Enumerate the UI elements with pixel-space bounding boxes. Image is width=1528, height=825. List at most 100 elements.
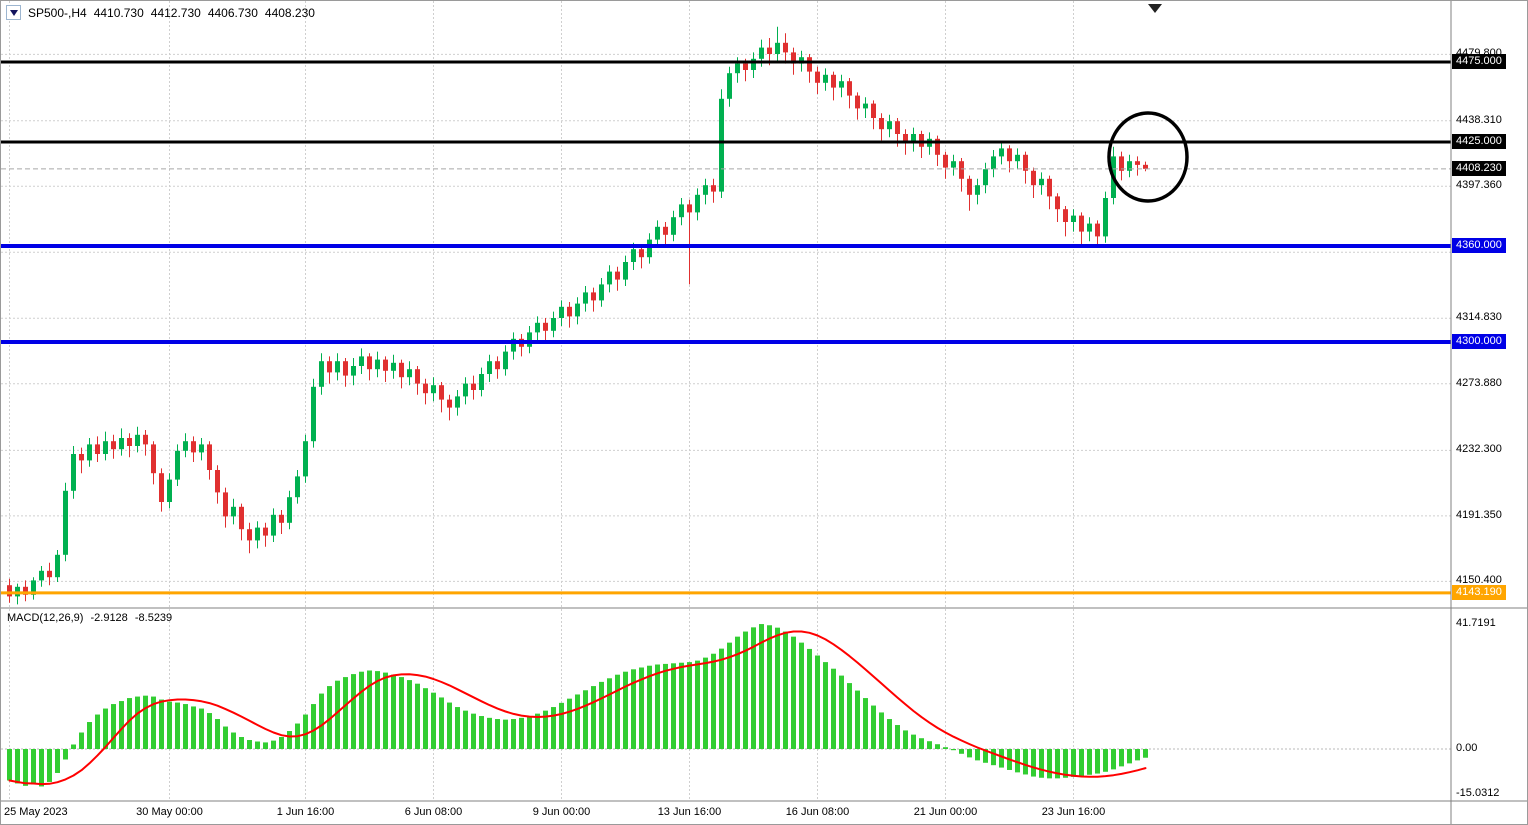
candle-body [391, 362, 396, 371]
macd-bar [959, 749, 964, 754]
candle-body [559, 306, 564, 318]
candle-body [287, 497, 292, 523]
chart-shift-marker-icon[interactable] [1148, 4, 1162, 13]
candle-body [823, 74, 828, 83]
candle-body [159, 473, 164, 502]
candle-body [775, 42, 780, 54]
candle-body [583, 292, 588, 304]
candle-body [415, 369, 420, 384]
time-axis-label: 13 Jun 16:00 [657, 806, 722, 818]
candle-body [47, 570, 52, 578]
candle-body [39, 570, 44, 581]
candle-body [87, 444, 92, 461]
symbol-title: SP500-,H4 [28, 5, 87, 20]
macd-bar [1119, 749, 1124, 767]
candle-body [343, 361, 348, 376]
candle-body [647, 239, 652, 258]
candle-body [567, 306, 572, 317]
macd-bar [567, 698, 572, 749]
candle-body [471, 383, 476, 390]
macd-bar [527, 716, 532, 749]
macd-bar [31, 749, 36, 785]
macd-bar [535, 713, 540, 749]
candle-body [671, 217, 676, 235]
candle-body [967, 178, 972, 195]
ohlc-low: 4406.730 [207, 5, 258, 20]
macd-bar [1079, 749, 1084, 776]
macd-bar [79, 732, 84, 749]
candle-body [1127, 161, 1132, 171]
macd-bar [623, 671, 628, 749]
candle-body [487, 361, 492, 374]
macd-bar [855, 690, 860, 749]
candle-body [407, 369, 412, 378]
candle-body [879, 118, 884, 130]
price-axis[interactable]: 4479.8004438.3104397.3604314.8304273.880… [1451, 1, 1527, 824]
candle-body [1095, 223, 1100, 237]
macd-histogram-layer [7, 624, 1148, 787]
macd-bar [207, 713, 212, 749]
macd-bar [159, 699, 164, 749]
macd-bar [1055, 749, 1060, 779]
macd-bar [895, 725, 900, 749]
macd-bar [479, 716, 484, 749]
macd-bar [831, 668, 836, 749]
price-line-tag: 4360.000 [1452, 238, 1506, 253]
macd-bar [87, 722, 92, 749]
candle-body [695, 194, 700, 213]
symbol-dropdown[interactable] [6, 5, 21, 20]
chart-header: SP500-,H4 4410.730 4412.730 4406.730 440… [6, 5, 315, 20]
macd-bar [991, 749, 996, 766]
candle-body [839, 81, 844, 88]
macd-bar [487, 717, 492, 749]
macd-bar [327, 686, 332, 749]
macd-bar [1143, 749, 1148, 758]
macd-bar [191, 706, 196, 749]
candle-body [759, 47, 764, 59]
candle-body [551, 318, 556, 331]
macd-bar [503, 719, 508, 749]
macd-bar [303, 714, 308, 749]
macd-bar [455, 707, 460, 749]
macd-bar [335, 680, 340, 749]
macd-value: -2.9128 [90, 612, 128, 624]
macd-bar [231, 732, 236, 749]
macd-bar [287, 731, 292, 749]
price-line-tag: 4475.000 [1452, 54, 1506, 69]
candle-body [919, 134, 924, 147]
ohlc-high: 4412.730 [150, 5, 201, 20]
macd-bar [311, 704, 316, 749]
macd-axis-label: -15.0312 [1456, 787, 1500, 800]
candle-body [815, 71, 820, 83]
candle-body [1031, 170, 1036, 186]
macd-bar [279, 737, 284, 749]
macd-bar [7, 749, 12, 781]
candle-body [63, 490, 68, 555]
annotation-circle[interactable] [1107, 111, 1189, 203]
candle-body [1063, 209, 1068, 222]
candle-body [127, 438, 132, 446]
macd-bar [367, 670, 372, 749]
time-axis-label: 23 Jun 16:00 [1041, 806, 1106, 818]
candle-body [999, 148, 1004, 157]
macd-bar [111, 704, 116, 749]
macd-bar [383, 672, 388, 749]
macd-axis-label: 41.7191 [1456, 617, 1496, 629]
time-axis[interactable]: 25 May 2023 30 May 00:00 1 Jun 16:00 6 Jun … [1, 801, 1451, 824]
candle-body [1007, 148, 1012, 162]
macd-bar [639, 667, 644, 749]
candle-body [183, 441, 188, 451]
candle-body [175, 450, 180, 480]
chevron-down-icon [9, 9, 18, 16]
macd-bar [1111, 749, 1116, 770]
candle-body [1047, 178, 1052, 197]
macd-bar [415, 683, 420, 749]
candle-body [1015, 154, 1020, 162]
macd-bar [575, 694, 580, 749]
macd-bar [143, 695, 148, 749]
macd-bar [951, 749, 956, 751]
candle-body [303, 441, 308, 477]
macd-bar [471, 713, 476, 749]
candle-body [751, 58, 756, 70]
